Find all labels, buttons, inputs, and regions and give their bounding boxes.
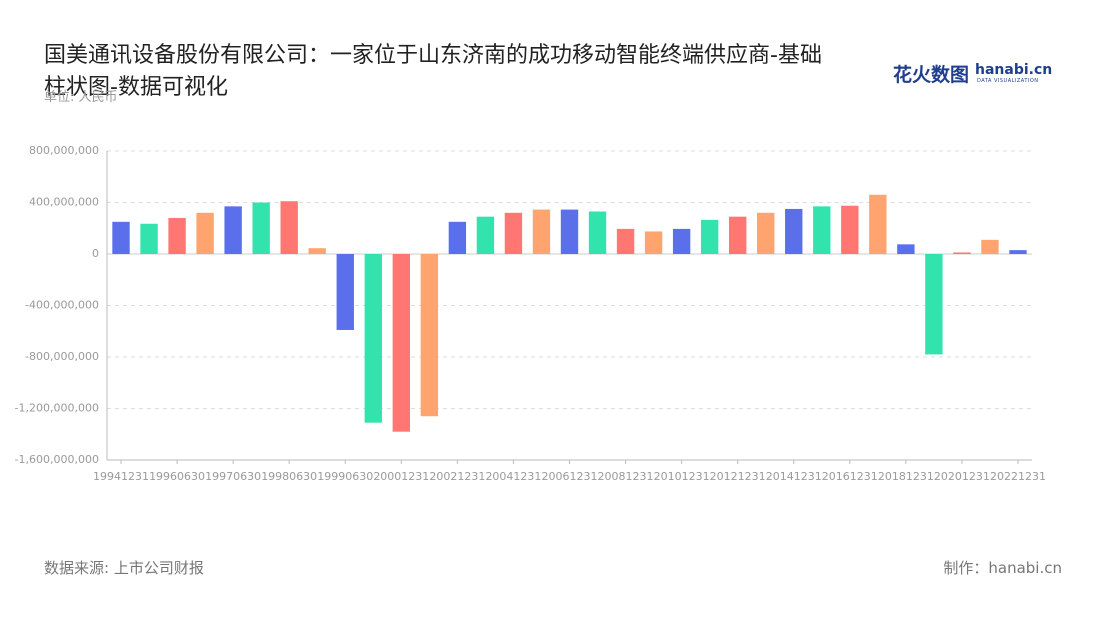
chart-subtitle: 单位: 人民币	[44, 90, 118, 105]
bar	[813, 206, 831, 254]
x-tick-label: 20121231	[710, 470, 766, 483]
x-tick-label: 20081231	[598, 470, 654, 483]
logo-tagline: DATA VISUALIZATION	[977, 78, 1039, 84]
bar	[476, 216, 495, 254]
y-tick-label: -400,000,000	[25, 299, 99, 312]
x-tick-label: 19960630	[149, 470, 205, 483]
x-tick-label: 20161231	[822, 470, 878, 483]
logo: 花火数图	[893, 64, 970, 86]
bar	[728, 216, 747, 254]
bar	[672, 228, 691, 254]
bar	[112, 221, 130, 254]
bar	[420, 254, 439, 417]
maker: 制作：hanabi.cn	[943, 559, 1062, 577]
bar	[644, 231, 663, 254]
bar	[616, 228, 635, 254]
y-tick-label: -1,200,000,000	[15, 402, 99, 415]
source: 数据来源: 上市公司财报	[44, 559, 204, 577]
bar	[1009, 250, 1027, 254]
bar	[392, 254, 411, 432]
y-tick-label: 0	[92, 247, 99, 260]
y-tick-label: -800,000,000	[25, 350, 99, 363]
bar	[757, 212, 775, 254]
bar	[140, 223, 158, 254]
y-tick-label: 400,000,000	[29, 196, 99, 209]
x-tick-label: 20141231	[766, 470, 822, 483]
x-tick-label: 19990630	[317, 470, 373, 483]
bar	[196, 212, 214, 254]
bar	[504, 212, 523, 254]
chart-title: 国美通讯设备股份有限公司：一家位于山东济南的成功移动智能终端供应商-基础柱状图-…	[44, 43, 822, 100]
bar	[336, 254, 354, 330]
bar	[897, 244, 915, 254]
x-tick-label: 20061231	[542, 470, 598, 483]
x-tick-label: 20181231	[878, 470, 934, 483]
bar	[841, 205, 859, 254]
bar	[448, 221, 467, 254]
y-tick-label: 800,000,000	[29, 144, 99, 157]
x-tick-label: 20221231	[990, 470, 1046, 483]
x-tick-label: 20201231	[934, 470, 990, 483]
bar	[560, 209, 579, 254]
x-tick-label: 20021231	[429, 470, 485, 483]
bar	[532, 209, 551, 254]
bar	[981, 239, 999, 254]
bar	[869, 194, 887, 254]
x-tick-label: 20101231	[654, 470, 710, 483]
x-tick-label: 19970630	[205, 470, 261, 483]
bar	[953, 252, 971, 254]
logo-site: hanabi.cn	[975, 62, 1053, 78]
bar	[252, 202, 270, 254]
bar	[925, 254, 943, 355]
x-tick-label: 19980630	[261, 470, 317, 483]
bar	[280, 201, 298, 254]
y-tick-label: -1,600,000,000	[15, 453, 99, 466]
bar	[700, 219, 719, 254]
bar	[785, 208, 803, 254]
bar	[308, 248, 326, 254]
bar	[168, 217, 186, 254]
bar	[364, 254, 382, 423]
bar	[588, 211, 607, 254]
x-tick-label: 20041231	[485, 470, 541, 483]
x-tick-label: 19941231	[93, 470, 149, 483]
x-tick-label: 20001231	[373, 470, 429, 483]
bar	[224, 206, 242, 254]
